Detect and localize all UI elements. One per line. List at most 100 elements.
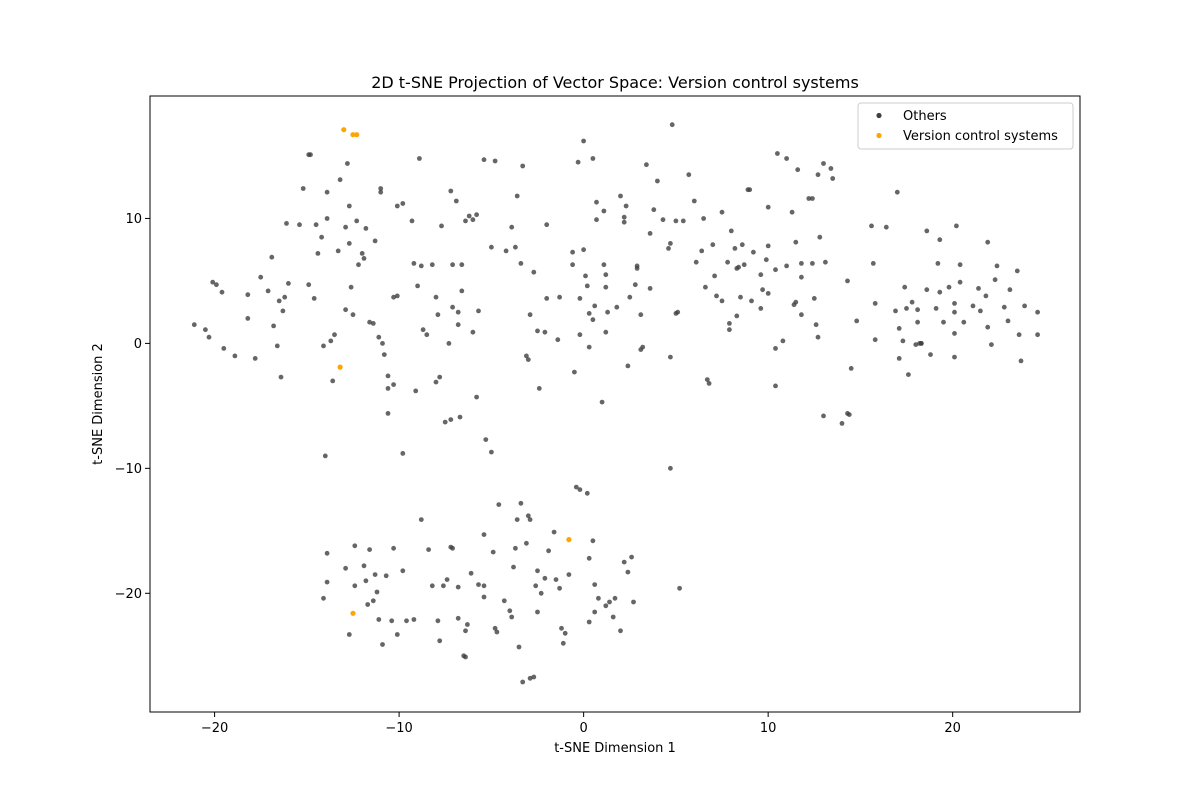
- point-others: [437, 374, 443, 380]
- point-others: [989, 342, 994, 347]
- point-others: [848, 366, 854, 371]
- point-others: [601, 208, 607, 214]
- point-others: [811, 296, 817, 301]
- point-others: [603, 284, 609, 290]
- point-others: [913, 342, 919, 347]
- point-others: [586, 311, 592, 316]
- point-others: [418, 517, 424, 522]
- point-others: [573, 484, 579, 490]
- point-others: [621, 214, 627, 220]
- point-others: [699, 248, 705, 254]
- point-others: [374, 589, 380, 595]
- point-others: [915, 319, 920, 325]
- point-others: [668, 354, 673, 360]
- point-others: [952, 309, 957, 315]
- point-others: [391, 545, 396, 551]
- point-others: [773, 383, 778, 389]
- point-others: [691, 198, 697, 204]
- point-others: [280, 308, 286, 314]
- point-others: [601, 262, 607, 268]
- point-others: [343, 307, 348, 313]
- point-others: [426, 547, 431, 552]
- point-others: [618, 628, 623, 634]
- point-others: [719, 209, 725, 215]
- point-others: [400, 451, 406, 456]
- point-others: [221, 346, 227, 351]
- point-others: [570, 249, 575, 255]
- x-tick-label: 10: [760, 721, 777, 736]
- point-others: [693, 259, 699, 265]
- point-others: [411, 261, 417, 266]
- point-version-control-systems: [341, 127, 347, 133]
- point-others: [415, 283, 420, 289]
- point-others: [747, 187, 753, 193]
- point-others: [728, 228, 734, 234]
- point-others: [739, 242, 745, 248]
- point-others: [361, 563, 367, 569]
- y-tick-label: 10: [125, 212, 142, 227]
- point-others: [555, 337, 561, 343]
- point-others: [391, 382, 396, 387]
- point-others: [773, 346, 778, 351]
- point-others: [584, 490, 590, 496]
- point-others: [383, 573, 389, 579]
- point-others: [594, 199, 599, 205]
- point-others: [321, 595, 326, 601]
- point-others: [394, 632, 400, 637]
- point-others: [572, 369, 577, 375]
- point-others: [332, 332, 337, 338]
- point-others: [669, 122, 675, 128]
- point-others: [367, 319, 372, 325]
- plot-frame: [149, 95, 1081, 713]
- point-others: [810, 196, 815, 201]
- point-others: [437, 638, 443, 644]
- point-others: [793, 239, 799, 245]
- point-others: [429, 262, 435, 268]
- point-others: [346, 241, 352, 246]
- point-others: [821, 413, 826, 419]
- point-version-control-systems: [350, 132, 356, 138]
- point-others: [525, 357, 531, 362]
- point-others: [952, 331, 957, 336]
- point-others: [245, 316, 251, 321]
- point-others: [385, 411, 391, 416]
- point-others: [535, 328, 540, 334]
- point-others: [603, 329, 609, 335]
- point-others: [524, 540, 529, 546]
- point-others: [219, 289, 225, 295]
- point-others: [900, 338, 906, 344]
- point-others: [527, 517, 533, 522]
- point-others: [760, 287, 765, 293]
- point-others: [575, 159, 581, 165]
- point-others: [335, 248, 341, 254]
- point-others: [594, 217, 599, 223]
- legend-marker-version-control-systems: [876, 132, 882, 139]
- point-others: [278, 374, 284, 380]
- point-others: [1018, 358, 1024, 364]
- point-others: [489, 449, 494, 455]
- point-others: [780, 338, 786, 344]
- point-others: [845, 278, 850, 284]
- point-version-control-systems: [354, 132, 360, 138]
- point-others: [394, 203, 400, 209]
- point-others: [420, 327, 426, 333]
- point-others: [566, 572, 572, 577]
- legend-label-others: Others: [903, 109, 947, 124]
- point-others: [381, 352, 387, 357]
- point-others: [513, 545, 518, 551]
- point-others: [701, 216, 706, 221]
- point-others: [269, 254, 275, 260]
- point-others: [605, 309, 610, 315]
- point-others: [592, 609, 598, 615]
- point-others: [612, 595, 618, 601]
- point-others: [490, 549, 496, 555]
- point-others: [494, 629, 500, 635]
- point-others: [439, 223, 444, 229]
- point-others: [466, 213, 472, 219]
- point-others: [704, 377, 710, 382]
- point-others: [380, 341, 385, 346]
- point-others: [758, 272, 764, 278]
- point-others: [839, 421, 845, 426]
- point-others: [976, 286, 981, 291]
- point-others: [559, 625, 564, 631]
